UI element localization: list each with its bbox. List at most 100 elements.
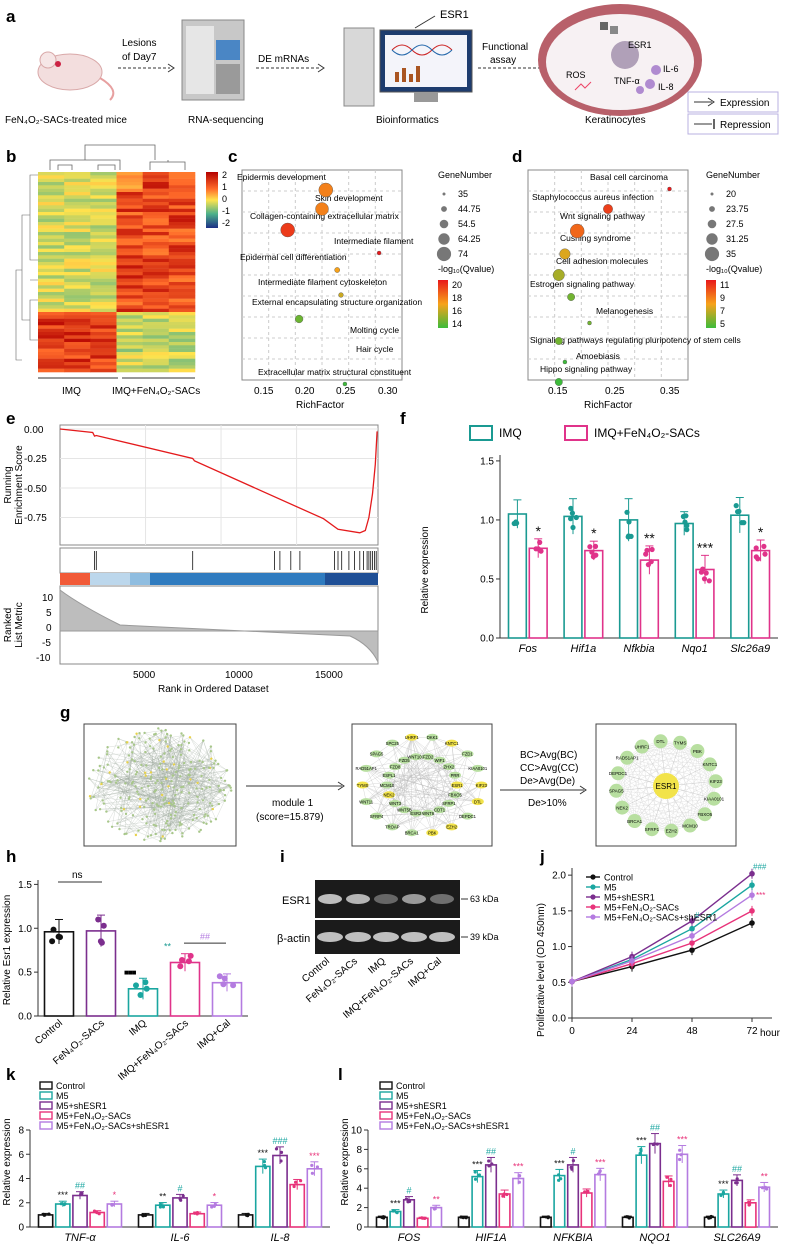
network-node: [157, 766, 161, 769]
functional-label-2: assay: [490, 55, 516, 66]
data-point: [292, 1184, 296, 1189]
module-edge: [428, 756, 456, 776]
network-node: [163, 828, 166, 832]
module-node: [461, 750, 474, 758]
scale-tick-2: 0: [222, 194, 227, 204]
heatmap-cell: [116, 348, 143, 353]
metric-ytick-2: 0: [46, 623, 52, 634]
hub-edge: [627, 742, 681, 758]
module-edge: [415, 760, 440, 814]
network-edge: [189, 769, 198, 783]
category-label: Slc26a9: [730, 643, 770, 655]
heatmap-cell: [168, 342, 196, 346]
network-node: [120, 809, 123, 812]
hub-edge: [626, 757, 653, 830]
heatmap-cell: [64, 172, 91, 176]
legend-swatch: [39, 1091, 53, 1100]
data-point: [177, 963, 184, 970]
chart-j: 0.0 0.5 1.0 1.5 2.0 0 24 48 72 ControlM5M5+shESR1…: [552, 863, 772, 1037]
network-node: [160, 729, 163, 732]
heatmap-cell: [90, 355, 117, 359]
term-c-0: Epidermis development: [237, 172, 326, 182]
sig-imq: ■■■: [124, 968, 137, 977]
network-edge: [106, 786, 169, 812]
network-edge: [189, 737, 219, 765]
heatmap-cell: [142, 198, 170, 203]
network-node: [144, 750, 147, 754]
ns-label: ns: [72, 870, 83, 881]
hub-edge: [641, 746, 698, 752]
data-point: [557, 1178, 561, 1182]
bar: [54, 1203, 71, 1228]
data-point: [487, 1159, 491, 1163]
module-edge: [392, 743, 417, 814]
q-d-1: 9: [720, 293, 725, 303]
hub-node-label: KNTC1: [703, 762, 718, 767]
l-ylabel: Relative expression: [340, 1118, 351, 1205]
heatmap-cell: [38, 188, 65, 193]
legend-marker: [590, 904, 596, 910]
heatmap-cell: [38, 262, 65, 266]
esr1-band: [318, 894, 342, 904]
heatmap-cell: [168, 212, 196, 216]
data-point: [143, 985, 150, 992]
data-point: [573, 514, 579, 521]
network-node: [225, 769, 229, 772]
panel-letter-e: e: [6, 409, 15, 428]
heatmap-cell: [116, 218, 143, 223]
module-node-label: KNTC1: [445, 741, 459, 746]
network-node: [128, 746, 132, 749]
data-point: [210, 1205, 214, 1209]
q-d-2: 7: [720, 306, 725, 316]
hub-node-label: TYMS: [674, 741, 687, 746]
module-edge: [395, 803, 440, 810]
heatmap-cell: [38, 222, 65, 226]
heatmap-cell: [38, 285, 65, 289]
bar: [621, 1216, 634, 1228]
network-node: [98, 764, 102, 768]
bar: [389, 1210, 402, 1228]
heatmap-cell: [38, 335, 65, 339]
hub-edge: [704, 764, 711, 815]
bar: [662, 1180, 675, 1228]
hub-edge: [617, 773, 635, 822]
heatmap-cell: [142, 368, 170, 373]
heatmap-cell: [116, 185, 143, 189]
data-point: [569, 510, 576, 516]
significance-mark: ***: [636, 1136, 647, 1146]
heatmap-cell: [38, 228, 65, 233]
data-point: [568, 505, 574, 511]
panel-f: f IMQ IMQ+FeN₄O₂-SACs 0.0 0.5 1.0 1.5 * Fos * H…: [400, 409, 778, 655]
y-tick-label: 2: [356, 1203, 362, 1214]
heatmap-cell: [64, 325, 91, 329]
x-tick-label: 0: [569, 1026, 575, 1037]
heatmap-cell: [116, 325, 143, 329]
network-node: [223, 799, 226, 802]
data-point: [682, 519, 688, 525]
network-edge: [121, 774, 136, 808]
module-edge: [388, 742, 452, 795]
network-node: [159, 762, 162, 765]
heatmap-cell: [142, 195, 170, 199]
heatmap-cell: [168, 362, 196, 366]
hub-node: [708, 774, 723, 789]
heatmap-cell: [64, 332, 91, 336]
network-node: [217, 802, 221, 806]
network-node: [159, 755, 163, 758]
heatmap-cell: [64, 232, 91, 236]
bar: [106, 1203, 123, 1228]
heatmap-cell: [38, 292, 65, 296]
hub-edge: [617, 764, 710, 774]
module-node-label: SPAG5: [370, 752, 384, 757]
data-point: [473, 1177, 478, 1181]
module-node: [409, 753, 422, 761]
lesions-label-2: of Day7: [122, 52, 157, 63]
term-c-9: Extracellular matrix structural constitu…: [258, 367, 412, 377]
network-edge: [115, 775, 176, 816]
network-node: [122, 808, 126, 811]
hits-frame: [59, 547, 379, 574]
significance-mark: **: [761, 1171, 769, 1181]
network-edge: [169, 749, 182, 831]
module-node: [433, 806, 446, 814]
